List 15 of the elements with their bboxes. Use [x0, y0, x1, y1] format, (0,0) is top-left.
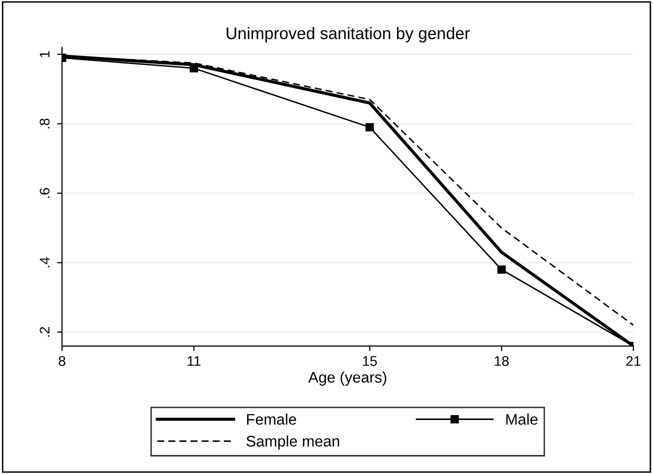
legend-label: Sample mean [246, 435, 340, 450]
y-tick-label: .2 [40, 327, 50, 337]
legend-label: Male [506, 414, 538, 425]
y-tick-label: 1 [40, 51, 50, 58]
y-tick-label: .6 [40, 188, 50, 198]
legend-label: Female [247, 414, 296, 425]
x-tick-label: 11 [188, 356, 200, 366]
x-tick-label: 21 [626, 356, 640, 366]
y-tick-label: .4 [40, 257, 50, 268]
x-tick-label: 8 [58, 356, 66, 366]
x-axis-title: Age (years) [308, 371, 386, 386]
x-tick-label: 18 [494, 356, 509, 366]
x-tick-label: 15 [363, 356, 377, 366]
chart-title: Unimproved sanitation by gender [226, 26, 470, 43]
y-tick-label: .8 [40, 118, 50, 128]
